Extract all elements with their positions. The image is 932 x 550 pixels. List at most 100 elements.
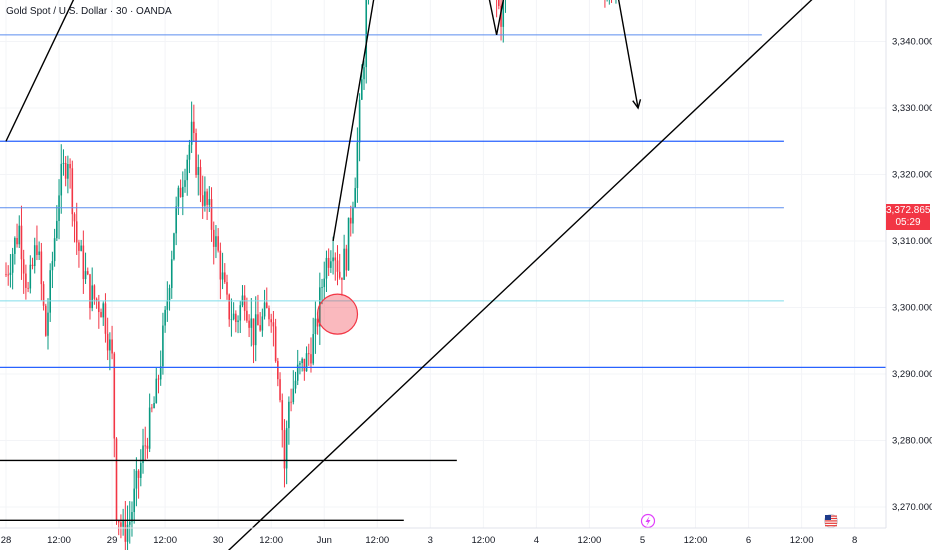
candle-body (321, 287, 323, 288)
candle-body (281, 400, 284, 431)
candle-body (206, 191, 208, 205)
candle-body (239, 305, 242, 321)
candle-body (177, 187, 180, 207)
candle-body (47, 312, 49, 336)
candle-body (36, 245, 38, 255)
candle-body (498, 0, 500, 6)
candle-body (137, 470, 140, 478)
highlight-circle (316, 293, 359, 335)
candle-body (223, 272, 226, 283)
candle-body (237, 320, 239, 323)
x-tick-label: Jun (317, 535, 332, 546)
y-tick-label: 3,340.000 (892, 37, 932, 48)
candle-body (208, 199, 211, 205)
candle-body (122, 520, 124, 527)
candle-body (343, 248, 345, 280)
candle-body (106, 333, 109, 351)
bar-countdown: 05:29 (895, 217, 921, 228)
candle-body (301, 358, 303, 364)
candle-body (345, 248, 348, 271)
candle-body (316, 318, 319, 327)
candle-body (113, 353, 116, 439)
trendline (227, 0, 813, 550)
x-tick-label: 3 (428, 535, 433, 546)
candle-body (128, 521, 131, 525)
y-tick-label: 3,330.000 (892, 103, 932, 114)
candle-body (270, 319, 272, 323)
candle-body (195, 133, 197, 175)
x-tick-label: 12:00 (471, 535, 495, 546)
candle-body (175, 206, 177, 234)
candle-body (199, 167, 202, 196)
candle-body (75, 221, 78, 243)
drawings (5, 0, 813, 550)
x-tick-label: 12:00 (365, 535, 389, 546)
candle-body (27, 287, 29, 289)
candle-body (232, 313, 235, 320)
candle-body (56, 220, 58, 239)
candle-body (11, 253, 14, 273)
candle-body (33, 245, 36, 267)
us-flag-icon (824, 514, 838, 528)
candle-body (109, 339, 111, 351)
candle-body (148, 407, 151, 449)
candle-body (261, 316, 264, 331)
candle-body (182, 186, 184, 198)
horizontal-levels (0, 34, 886, 521)
candle-body (73, 214, 76, 222)
candle-body (292, 388, 295, 403)
x-tick-label: 30 (213, 535, 224, 546)
price-axis[interactable]: 3,440.0003,430.0003,420.0003,410.0003,40… (892, 0, 932, 514)
candle-body (303, 358, 306, 372)
candle-body (153, 403, 155, 409)
candle-body (212, 229, 215, 247)
candle-body (332, 257, 334, 262)
candle-body (126, 524, 129, 542)
x-tick-label: 12:00 (47, 535, 71, 546)
time-axis[interactable]: 28 12:00 29 12:00 30 12:00 Jun 12:00 3 12:00 4 12:0… (1, 535, 858, 546)
candle-body (179, 187, 182, 198)
candle-body (102, 303, 105, 318)
candle-body (226, 282, 228, 295)
candle-body (78, 242, 80, 251)
candle-body (283, 430, 286, 469)
x-tick-label: 12:00 (684, 535, 708, 546)
candle-body (144, 445, 147, 447)
event-markers (640, 513, 838, 529)
candle-body (159, 366, 162, 380)
candle-body (31, 264, 34, 267)
candle-body (14, 237, 16, 254)
x-tick-label: 4 (534, 535, 539, 546)
candle-body (500, 5, 502, 27)
candle-body (71, 168, 74, 215)
x-tick-label: 5 (640, 535, 645, 546)
chart-title: Gold Spot / U.S. Dollar · 30 · OANDA (6, 6, 172, 17)
candle-body (104, 303, 107, 334)
candle-body (5, 274, 7, 276)
candle-body (265, 302, 268, 309)
candle-body (305, 353, 308, 372)
candle-body (327, 257, 330, 268)
candle-body (184, 180, 186, 187)
candle-body (80, 245, 82, 251)
x-tick-label: 12:00 (790, 535, 814, 546)
candle-body (9, 272, 12, 276)
candle-body (170, 259, 173, 289)
candle-body (290, 401, 292, 403)
y-tick-label: 3,270.000 (892, 502, 932, 513)
candle-body (173, 233, 175, 260)
y-tick-label: 3,300.000 (892, 303, 932, 314)
candle-body (193, 121, 195, 134)
candles (5, 0, 617, 550)
candle-body (347, 217, 350, 271)
candle-body (120, 522, 122, 527)
candle-body (219, 250, 222, 280)
candle-body (124, 520, 127, 542)
candle-body (296, 364, 299, 381)
candle-body (22, 259, 25, 274)
candle-body (62, 162, 65, 164)
candle-body (254, 314, 257, 346)
candle-body (210, 199, 213, 230)
candle-body (25, 273, 27, 288)
